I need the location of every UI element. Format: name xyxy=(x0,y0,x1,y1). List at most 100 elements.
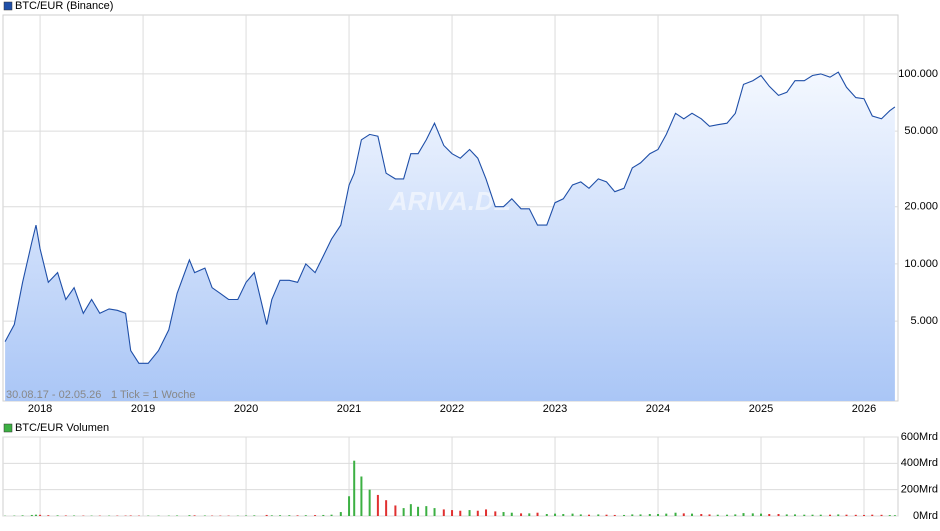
x-tick-label: 2026 xyxy=(852,403,876,415)
volume-bar xyxy=(768,514,770,516)
volume-bar xyxy=(640,514,642,516)
x-tick-label: 2021 xyxy=(337,403,361,415)
volume-bar xyxy=(314,515,316,516)
volume-bar xyxy=(288,515,290,516)
volume-bar xyxy=(485,509,487,516)
volume-bar xyxy=(881,515,883,516)
volume-bar xyxy=(403,508,405,516)
volume-bar xyxy=(812,515,814,516)
volume-bar xyxy=(477,511,479,516)
volume-bar xyxy=(434,508,436,516)
volume-bar xyxy=(554,514,556,516)
volume-bar xyxy=(752,513,754,516)
y-tick-label: 0Mrd xyxy=(913,510,938,522)
volume-bar xyxy=(855,515,857,516)
y-tick-label: 100.000 xyxy=(898,68,938,80)
volume-bar xyxy=(297,515,299,516)
volume-bar xyxy=(271,515,273,516)
volume-bar xyxy=(459,511,461,516)
volume-bar xyxy=(425,506,427,516)
volume-bar xyxy=(360,477,362,517)
volume-bar xyxy=(871,515,873,516)
date-range: 30.08.17 - 02.05.26 xyxy=(6,389,101,401)
volume-bar xyxy=(683,513,685,516)
y-tick-label: 20.000 xyxy=(904,201,938,213)
x-tick-label: 2022 xyxy=(440,403,464,415)
volume-bar xyxy=(322,515,324,516)
volume-bar xyxy=(837,514,839,516)
volume-bar xyxy=(863,515,865,516)
volume-bar xyxy=(494,511,496,516)
y-tick-label: 5.000 xyxy=(910,315,938,327)
tick-note: 1 Tick = 1 Woche xyxy=(111,389,195,401)
x-tick-label: 2019 xyxy=(131,403,155,415)
volume-bar xyxy=(39,515,41,516)
volume-bar xyxy=(31,515,33,516)
volume-bar xyxy=(580,514,582,516)
y-tick-label: 50.000 xyxy=(904,125,938,137)
volume-bar xyxy=(572,514,574,516)
volume-bar xyxy=(786,514,788,516)
volume-bar xyxy=(417,507,419,516)
volume-bar xyxy=(562,514,564,516)
legend-label: BTC/EUR Volumen xyxy=(15,422,109,434)
volume-bar xyxy=(176,515,178,516)
volume-bar xyxy=(665,514,667,516)
volume-bar xyxy=(73,515,75,516)
volume-bar xyxy=(253,515,255,516)
volume-bar xyxy=(734,514,736,516)
x-tick-label: 2025 xyxy=(749,403,773,415)
legend-swatch xyxy=(4,2,12,10)
volume-bar xyxy=(726,515,728,516)
volume-bar xyxy=(369,490,371,516)
volume-bar xyxy=(597,514,599,516)
volume-bar xyxy=(520,513,522,516)
volume-bar xyxy=(469,510,471,516)
volume-bar xyxy=(331,515,333,516)
volume-bar xyxy=(245,515,247,516)
volume-bar xyxy=(340,512,342,516)
volume-bar xyxy=(35,515,37,516)
volume-bar xyxy=(546,514,548,516)
volume-bar xyxy=(623,515,625,516)
volume-bar xyxy=(65,515,67,516)
volume-bar xyxy=(57,515,59,516)
y-tick-label: 10.000 xyxy=(904,258,938,270)
volume-bar xyxy=(266,515,268,516)
volume-bar xyxy=(700,514,702,516)
volume-bar xyxy=(743,513,745,516)
x-tick-label: 2020 xyxy=(234,403,258,415)
volume-bar xyxy=(511,513,513,516)
y-tick-label: 200Mrd xyxy=(901,484,938,496)
volume-bar xyxy=(410,504,412,516)
legend-swatch xyxy=(4,424,12,432)
volume-bar xyxy=(47,515,49,516)
y-tick-label: 600Mrd xyxy=(901,431,938,443)
volume-bar xyxy=(528,513,530,516)
volume-bar xyxy=(829,515,831,516)
volume-bar xyxy=(22,515,24,516)
volume-bar xyxy=(503,512,505,516)
volume-bar xyxy=(348,496,350,516)
volume-bar xyxy=(606,515,608,516)
volume-bar xyxy=(194,515,196,516)
volume-bar xyxy=(385,500,387,516)
volume-bar xyxy=(443,509,445,516)
legend-label: BTC/EUR (Binance) xyxy=(15,0,113,12)
volume-bar xyxy=(377,495,379,516)
volume-bar xyxy=(760,514,762,516)
volume-bar xyxy=(204,515,206,516)
volume-bar xyxy=(778,514,780,516)
volume-bar xyxy=(537,513,539,516)
volume-bar xyxy=(394,505,396,516)
volume-bar xyxy=(820,515,822,516)
volume-bar xyxy=(130,515,132,516)
volume-bar xyxy=(649,514,651,516)
volume-bar xyxy=(451,510,453,516)
volume-bar xyxy=(353,461,355,516)
volume-bar xyxy=(279,515,281,516)
x-tick-label: 2018 xyxy=(28,403,52,415)
